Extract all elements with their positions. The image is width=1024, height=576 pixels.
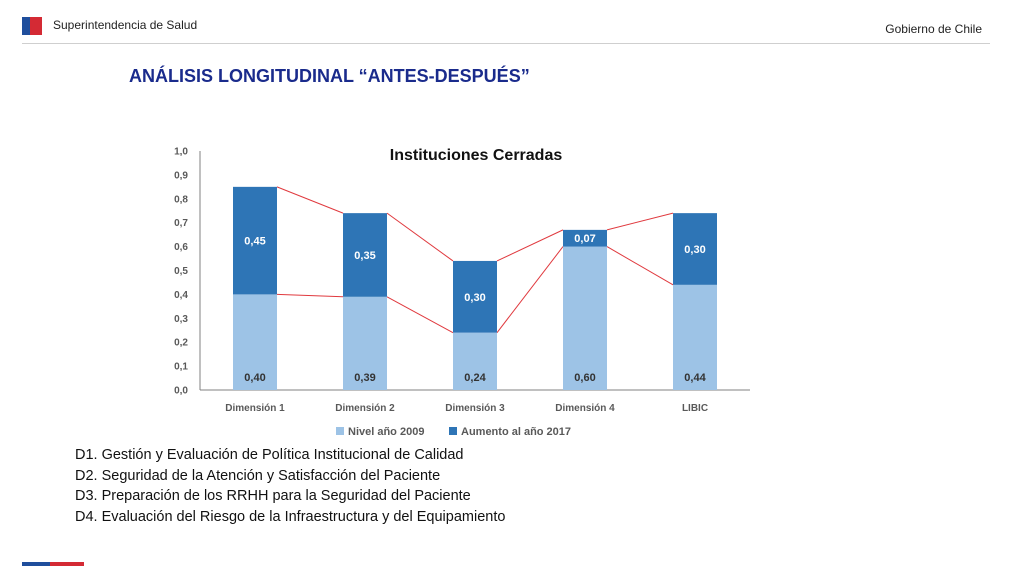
- y-tick-label: 0,0: [174, 386, 188, 397]
- y-tick-label: 0,3: [174, 314, 188, 325]
- bar-increase-2017: [233, 186, 277, 295]
- data-label-base: 0,40: [244, 372, 265, 384]
- y-tick-label: 0,2: [174, 338, 188, 349]
- bar-base-2009: [343, 296, 387, 390]
- y-tick-label: 0,6: [174, 242, 188, 253]
- data-label-base: 0,60: [574, 372, 595, 384]
- legend-label-2009: Nivel año 2009: [348, 426, 424, 438]
- footer-brand-bar: [22, 562, 84, 566]
- connector-line-base: [496, 246, 564, 333]
- bar-base-2009: [673, 284, 717, 390]
- data-label-base: 0,39: [354, 372, 375, 384]
- y-tick-label: 0,9: [174, 170, 188, 181]
- connector-line-base: [276, 293, 344, 298]
- bar-base-2009: [563, 246, 607, 390]
- stacked-bar-chart: 0,0 0,1 0,2 0,3 0,4 0,5 0,6 0,7 0,8 0,9 1,0 Institu…: [174, 147, 750, 438]
- x-tick-label: Dimensión 2: [335, 403, 395, 414]
- bar-base-2009: [233, 294, 277, 390]
- data-label-increase: 0,07: [574, 233, 595, 245]
- bar-increase-2017: [453, 260, 497, 333]
- legend-swatch-2009: [336, 427, 344, 435]
- y-tick-label: 1,0: [174, 147, 188, 158]
- y-tick-label: 0,8: [174, 194, 188, 205]
- note-d3: D3. Preparación de los RRHH para la Segu…: [75, 488, 471, 504]
- bar-increase-2017: [563, 229, 607, 247]
- connector-line-top: [496, 229, 564, 262]
- chart-title: Instituciones Cerradas: [390, 147, 563, 164]
- bar-base-2009: [453, 332, 497, 390]
- slide-title: ANÁLISIS LONGITUDINAL “ANTES-DESPUÉS”: [129, 66, 530, 86]
- header-divider: [22, 43, 990, 44]
- note-d4: D4. Evaluación del Riesgo de la Infraest…: [75, 508, 506, 525]
- connector-line-top: [276, 186, 344, 214]
- bar-increase-2017: [343, 213, 387, 297]
- data-label-increase: 0,35: [354, 250, 375, 262]
- x-tick-label: LIBIC: [682, 403, 708, 414]
- data-label-increase: 0,30: [684, 244, 705, 256]
- y-tick-label: 0,5: [174, 266, 188, 277]
- x-tick-label: Dimensión 3: [445, 403, 505, 414]
- x-tick-label: Dimensión 4: [555, 403, 615, 414]
- data-label-base: 0,24: [464, 372, 486, 384]
- legend-label-2017: Aumento al año 2017: [461, 426, 571, 438]
- x-tick-label: Dimensión 1: [225, 403, 285, 414]
- dimension-notes: D1. Gestión y Evaluación de Política Ins…: [75, 445, 505, 527]
- y-tick-label: 0,7: [174, 218, 188, 229]
- bar-increase-2017: [673, 213, 717, 285]
- data-label-base: 0,44: [684, 372, 706, 384]
- connector-line-base: [606, 246, 674, 286]
- data-label-increase: 0,30: [464, 292, 485, 304]
- data-label-increase: 0,45: [244, 236, 265, 248]
- gov-logo: [22, 17, 42, 35]
- legend-swatch-2017: [449, 427, 457, 435]
- note-d2: D2. Seguridad de la Atención y Satisfacc…: [75, 467, 441, 484]
- y-tick-label: 0,4: [174, 290, 188, 301]
- connector-line-base: [386, 296, 454, 334]
- connector-line-top: [606, 212, 674, 231]
- connector-line-top: [386, 212, 454, 262]
- y-tick-label: 0,1: [174, 362, 188, 373]
- gov-label: Gobierno de Chile: [885, 22, 982, 36]
- org-name: Superintendencia de Salud: [53, 18, 198, 32]
- note-d1: D1. Gestión y Evaluación de Política Ins…: [75, 447, 464, 463]
